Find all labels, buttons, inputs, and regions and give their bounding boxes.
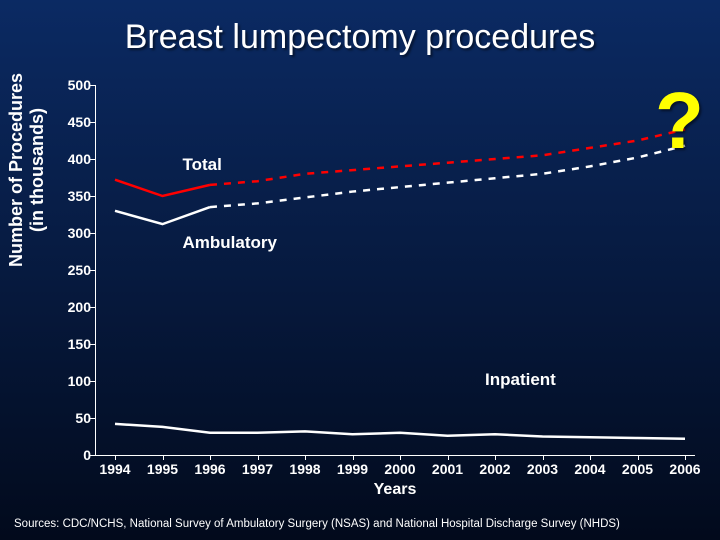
x-tick-mark bbox=[448, 455, 449, 460]
y-tick-mark bbox=[90, 344, 95, 345]
series-label-inpatient: Inpatient bbox=[485, 370, 556, 390]
x-tick-mark bbox=[400, 455, 401, 460]
y-tick-mark bbox=[90, 418, 95, 419]
x-tick-mark bbox=[353, 455, 354, 460]
y-tick-mark bbox=[90, 381, 95, 382]
x-tick-mark bbox=[115, 455, 116, 460]
chart-title: Breast lumpectomy procedures bbox=[0, 18, 720, 57]
y-tick-mark bbox=[90, 233, 95, 234]
y-tick-mark bbox=[90, 196, 95, 197]
x-tick-mark bbox=[210, 455, 211, 460]
series-label-ambulatory: Ambulatory bbox=[183, 233, 277, 253]
y-tick-mark bbox=[90, 307, 95, 308]
y-tick-mark bbox=[90, 270, 95, 271]
x-tick-mark bbox=[163, 455, 164, 460]
x-tick-mark bbox=[590, 455, 591, 460]
x-tick-mark bbox=[305, 455, 306, 460]
x-tick-mark bbox=[685, 455, 686, 460]
x-tick-mark bbox=[495, 455, 496, 460]
y-tick-mark bbox=[90, 122, 95, 123]
line-total-projection bbox=[210, 129, 685, 185]
line-ambulatory bbox=[115, 207, 210, 224]
y-tick-mark bbox=[90, 159, 95, 160]
y-tick-mark bbox=[90, 455, 95, 456]
y-tick-mark bbox=[90, 85, 95, 86]
series-label-total: Total bbox=[183, 155, 222, 175]
sources-caption: Sources: CDC/NCHS, National Survey of Am… bbox=[14, 518, 620, 530]
plot-area: Years Total Ambulatory Inpatient ? 05010… bbox=[95, 85, 695, 455]
line-inpatient bbox=[115, 424, 685, 439]
question-mark: ? bbox=[655, 75, 704, 167]
x-tick-mark bbox=[543, 455, 544, 460]
x-axis-label: Years bbox=[95, 481, 695, 499]
y-axis-label: Number of Procedures (in thousands) bbox=[6, 40, 48, 300]
slide: Breast lumpectomy procedures Number of P… bbox=[0, 0, 720, 540]
y-axis-label-line2: (in thousands) bbox=[27, 40, 48, 300]
x-tick-mark bbox=[258, 455, 259, 460]
chart-lines bbox=[95, 85, 695, 455]
line-total bbox=[115, 180, 210, 196]
y-axis-label-line1: Number of Procedures bbox=[6, 73, 26, 267]
x-tick-mark bbox=[638, 455, 639, 460]
